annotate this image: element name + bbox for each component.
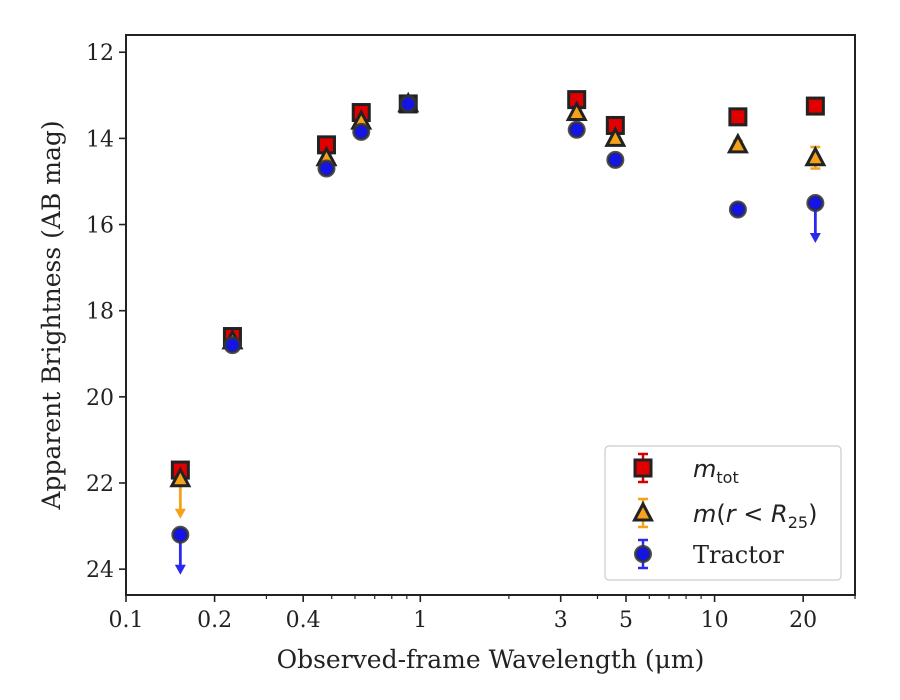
circle-marker (806, 194, 825, 212)
square-marker (805, 96, 825, 116)
x-tick-label: 3 (554, 608, 568, 633)
triangle-marker (565, 100, 588, 122)
x-tick-label: 10 (701, 608, 729, 633)
triangle-limit-arrowhead (174, 508, 186, 519)
y-tick-label: 20 (86, 386, 114, 411)
legend-circle-marker (634, 545, 652, 563)
x-axis-label: Observed-frame Wavelength (μm) (277, 645, 705, 674)
markers-layer (169, 90, 827, 544)
legend-entries: mtot m(r < R25) Tractor (632, 452, 817, 570)
circle-marker (399, 94, 418, 113)
legend-box (604, 445, 842, 581)
y-tick-label: 24 (86, 558, 114, 583)
x-tick-label: 0.1 (109, 608, 144, 633)
triangle-marker (726, 132, 749, 154)
legend-label: Tractor (693, 541, 784, 569)
y-tick-label: 14 (86, 127, 114, 152)
circle-marker (728, 200, 747, 219)
legend-label: mtot (693, 455, 739, 487)
circle-limit-arrowhead (174, 564, 186, 575)
x-tick-label: 0.4 (286, 608, 321, 633)
circle-marker (567, 120, 586, 139)
y-axis-label: Apparent Brightness (AB mag) (37, 120, 66, 510)
circle-marker (223, 336, 242, 355)
y-tick-label: 18 (86, 300, 114, 325)
y-tick-label: 16 (86, 214, 114, 239)
triangle-marker (169, 466, 192, 488)
legend-square-marker (633, 458, 653, 478)
y-tick-label: 22 (86, 472, 114, 497)
circle-marker (317, 159, 336, 178)
plot-frame (125, 34, 856, 596)
legend: mtot m(r < R25) Tractor (604, 445, 842, 581)
x-tick-label: 5 (619, 608, 633, 633)
x-tick-label: 0.2 (197, 608, 232, 633)
y-tick-label: 12 (86, 41, 114, 66)
ticks-layer: 0.1 0.2 0.4 1 3 5 10 20 12 14 16 18 20 22 24 (86, 41, 856, 633)
x-tick-label: 1 (413, 608, 427, 633)
square-marker (728, 107, 748, 127)
legend-label: m(r < R25) (693, 500, 817, 532)
x-tick-label: 20 (789, 608, 817, 633)
circle-limit-arrowhead (809, 233, 821, 243)
triangle-marker (804, 145, 827, 167)
legend-triangle-marker (632, 500, 654, 522)
triangle-marker (604, 126, 627, 147)
circle-marker (352, 122, 371, 141)
circle-marker (606, 150, 625, 169)
circle-marker (171, 525, 190, 544)
